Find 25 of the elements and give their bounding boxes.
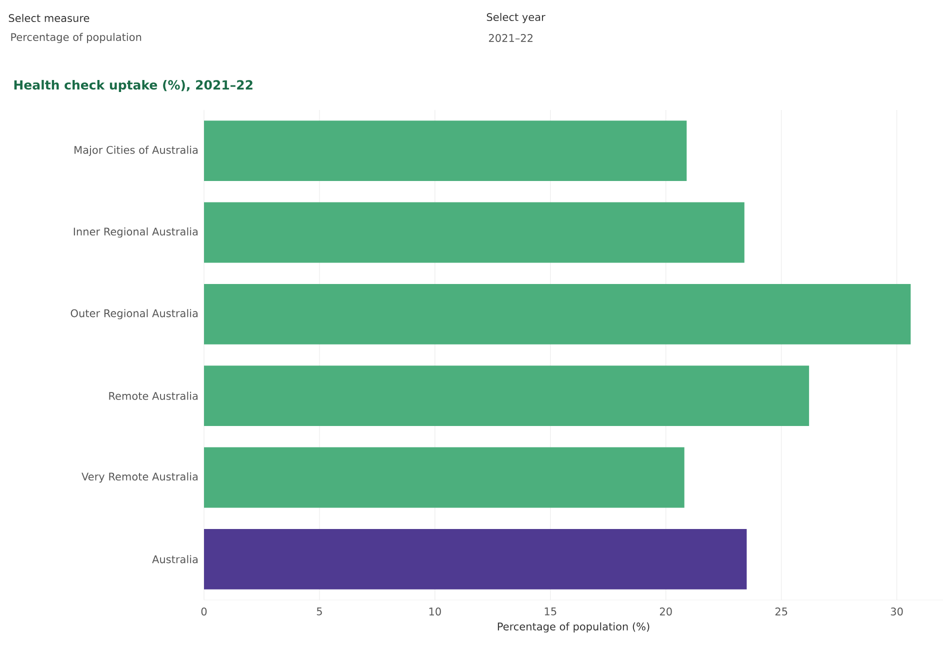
x-tick-label: 0 [201, 608, 207, 616]
bar [204, 120, 687, 182]
bar [204, 284, 911, 344]
y-tick-label: Outer Regional Australia [70, 309, 198, 320]
text: Select measure [8, 14, 90, 22]
x-tick-label: 25 [775, 608, 788, 616]
text: Percentage of population [11, 32, 142, 44]
bar [204, 447, 684, 508]
text: Select year [486, 12, 546, 24]
y-tick-label: Remote Australia [109, 392, 198, 400]
x-tick-label: 20 [660, 608, 672, 616]
x-axis-title: Percentage of population (%) [498, 622, 650, 633]
text: 2021–22 [488, 34, 532, 42]
y-tick-label: Inner Regional Australia [74, 227, 198, 238]
bar [204, 528, 747, 590]
y-tick-label: Very Remote Australia [82, 472, 198, 483]
bar [204, 202, 744, 263]
y-tick-label: Major Cities of Australia [74, 146, 198, 156]
y-tick-label: Australia [152, 555, 198, 564]
bar [204, 366, 810, 426]
x-tick-label: 5 [316, 608, 322, 616]
chart-title: Health check uptake (%), 2021–22 [14, 80, 252, 92]
x-tick-label: 30 [890, 608, 903, 616]
x-tick-label: 15 [544, 608, 556, 616]
x-tick-label: 10 [429, 608, 441, 616]
